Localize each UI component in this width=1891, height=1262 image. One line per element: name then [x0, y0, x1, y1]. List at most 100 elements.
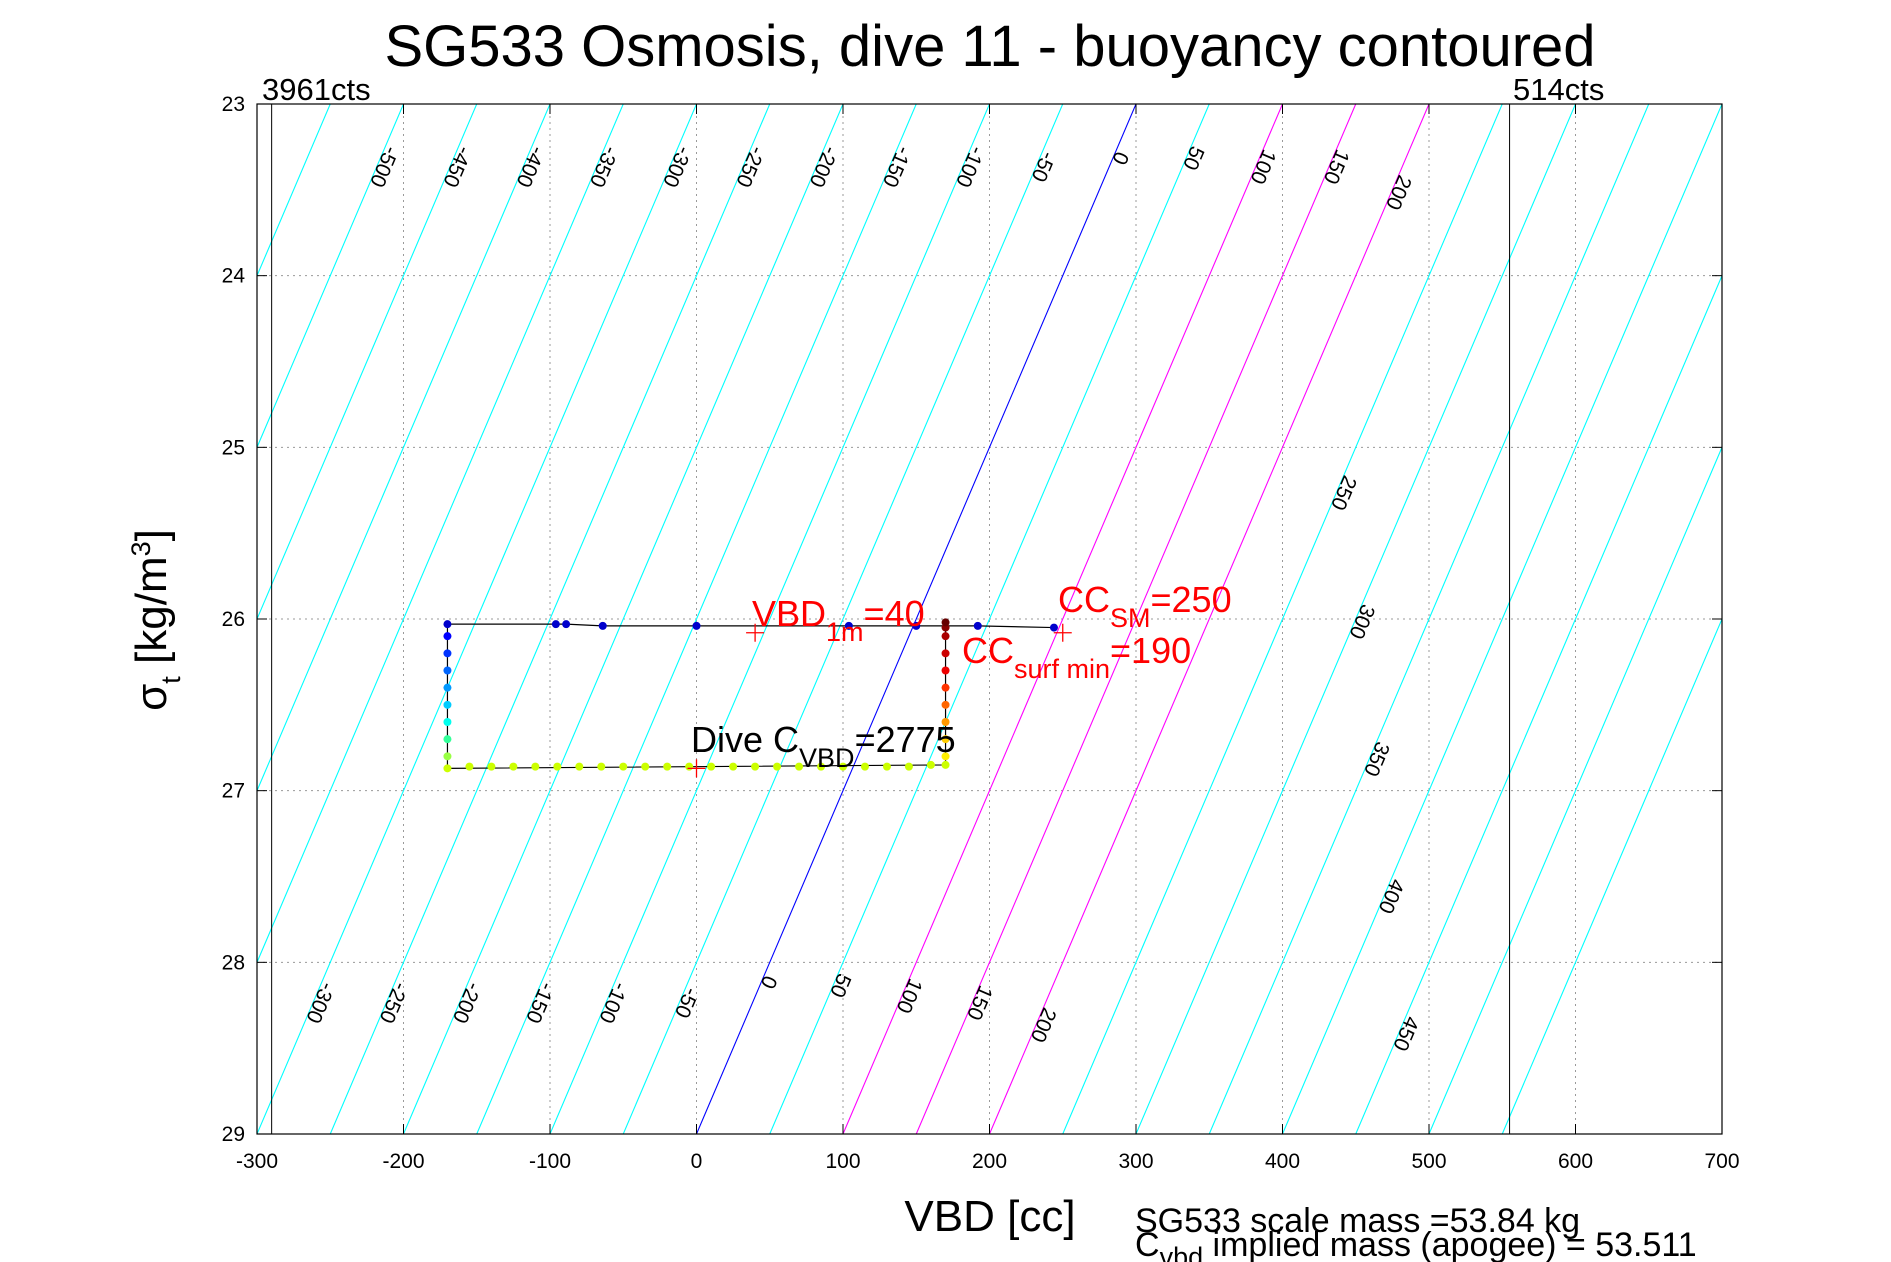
x-tick-label: 600 — [1558, 1150, 1593, 1173]
data-point — [941, 760, 950, 769]
data-point — [443, 666, 452, 675]
data-point — [941, 632, 950, 641]
data-point — [882, 762, 891, 771]
data-point — [817, 762, 826, 771]
contour-line — [257, 104, 698, 1134]
annotation-cc-sm: CCSM=250 — [1058, 579, 1232, 633]
data-point — [729, 762, 738, 771]
y-axis-unit-close: ] — [127, 529, 176, 541]
y-tick-label: 27 — [222, 780, 245, 803]
contour-line — [476, 104, 917, 1134]
contour-line — [622, 104, 1064, 1134]
data-point — [443, 649, 452, 658]
y-tick-label: 24 — [222, 265, 246, 288]
y-tick-label: 28 — [222, 951, 245, 974]
contour-line — [257, 104, 551, 793]
annotation-cc-surf-min: CCsurf min=190 — [962, 630, 1191, 684]
annotation-vbd-1m: VBD1m=40 — [752, 593, 925, 647]
contour-line — [1428, 445, 1722, 1134]
y-tick-label: 26 — [222, 608, 245, 631]
data-point — [597, 762, 606, 771]
data-point — [941, 718, 950, 726]
data-point — [575, 762, 584, 771]
data-point — [443, 735, 452, 744]
data-point — [912, 621, 921, 630]
data-point — [941, 700, 950, 709]
data-point — [443, 683, 452, 692]
corner-right-counts: 514cts — [1513, 72, 1604, 107]
data-point — [941, 752, 950, 761]
contour-line — [549, 104, 991, 1134]
data-point — [692, 621, 701, 630]
plus-marker — [687, 759, 706, 778]
contour-line — [257, 104, 405, 449]
x-axis-title: VBD [cc] — [904, 1192, 1075, 1241]
contour-line — [1135, 104, 1577, 1134]
corner-left-counts: 3961cts — [262, 72, 371, 107]
data-point — [844, 621, 853, 630]
contour-line — [329, 104, 771, 1134]
data-point — [443, 620, 452, 629]
data-point — [860, 762, 869, 771]
data-point — [443, 764, 452, 773]
x-tick-label: 400 — [1265, 1150, 1300, 1173]
data-point — [941, 735, 950, 744]
data-point — [973, 621, 982, 630]
data-point — [795, 762, 804, 771]
data-point — [598, 621, 607, 630]
data-point — [941, 666, 950, 675]
contour-line — [915, 104, 1357, 1134]
contour-line — [1281, 104, 1722, 1134]
data-point — [941, 649, 950, 658]
contour-line — [1501, 617, 1722, 1134]
y-axis-title: σt [kg/m3] — [126, 529, 186, 711]
data-point — [443, 632, 452, 641]
y-axis-sigma: σ — [127, 684, 176, 711]
y-axis-unit: [kg/m — [127, 556, 176, 676]
x-tick-label: 500 — [1411, 1150, 1446, 1173]
data-point — [509, 762, 518, 771]
footer-scale-mass: SG533 scale mass =53.84 kg — [1135, 1202, 1580, 1240]
contour-line — [257, 104, 478, 621]
x-tick-label: -200 — [382, 1150, 424, 1173]
x-tick-label: 0 — [691, 1150, 703, 1173]
data-point — [839, 762, 847, 771]
y-tick-label: 23 — [222, 93, 245, 116]
data-point — [619, 762, 628, 771]
data-point — [685, 762, 694, 771]
data-point — [562, 620, 571, 629]
contour-line — [695, 104, 1137, 1134]
data-point — [553, 762, 562, 771]
y-tick-label: 29 — [222, 1123, 245, 1146]
x-tick-label: 200 — [972, 1150, 1007, 1173]
contour-line — [842, 104, 1284, 1134]
data-point — [487, 762, 496, 771]
data-point — [941, 683, 950, 692]
y-axis-sigma-sub: t — [156, 676, 186, 684]
data-point — [443, 752, 452, 761]
x-tick-label: 100 — [825, 1150, 860, 1173]
data-point — [707, 762, 716, 771]
dive-points — [443, 618, 1058, 773]
annotation-dive-cvbd: Dive CVBD=2775 — [691, 719, 956, 773]
footer-implied-mass: Cvbd implied mass (apogee) = 53.511 — [1135, 1226, 1697, 1262]
y-axis-ticks: 23 24 25 26 27 28 29 — [222, 93, 1722, 1146]
data-point — [904, 762, 913, 771]
counts-lines — [271, 104, 1511, 1134]
chart-title: SG533 Osmosis, dive 11 - buoyancy contou… — [384, 14, 1595, 79]
x-tick-label: -100 — [529, 1150, 571, 1173]
contour-line — [1355, 274, 1722, 1134]
buoyancy-contours — [257, 104, 1722, 1134]
contour-line — [402, 104, 844, 1134]
plus-marker — [1053, 623, 1072, 642]
data-point — [1049, 623, 1058, 632]
data-point — [941, 618, 950, 627]
data-point — [751, 762, 760, 771]
data-point — [773, 762, 782, 771]
y-axis-unit-sup: 3 — [126, 541, 156, 556]
contour-line — [769, 104, 1210, 1134]
x-axis-ticks: -300 -200 -100 0 100 200 300 400 500 600 700 — [236, 104, 1740, 1173]
data-point — [443, 700, 452, 709]
contour-line — [1062, 104, 1503, 1134]
